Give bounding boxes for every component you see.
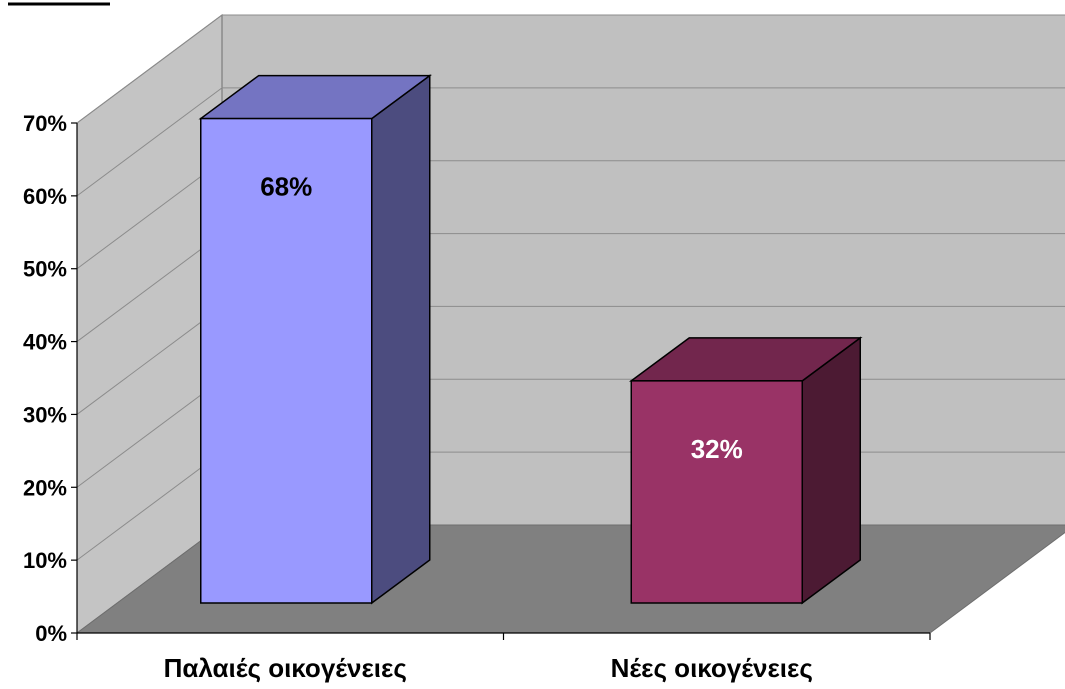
bar-front bbox=[630, 380, 803, 604]
gridline bbox=[76, 87, 1065, 197]
bar-1: 68% bbox=[198, 74, 433, 605]
y-tick-label: 50% bbox=[23, 257, 67, 282]
bar-side bbox=[801, 336, 861, 605]
y-tick-label: 70% bbox=[23, 111, 67, 136]
y-tick-label: 30% bbox=[23, 402, 67, 427]
chart-axes: 0% 10% 20% 30% 40% 50% 60% 70% Παλαιές οικογένει… bbox=[8, 2, 931, 683]
bar-front bbox=[200, 117, 373, 604]
x-tick-label: Παλαιές οικογένειες bbox=[164, 653, 407, 683]
y-tick-label: 60% bbox=[23, 184, 67, 209]
y-tick-label: 0% bbox=[35, 621, 67, 646]
bar-2: 32% bbox=[628, 336, 863, 605]
data-label: 68% bbox=[260, 172, 312, 202]
data-label: 32% bbox=[691, 434, 743, 464]
gridline bbox=[76, 14, 1065, 124]
chart-bars: 68% 32% bbox=[198, 74, 863, 605]
y-tick-label: 40% bbox=[23, 330, 67, 355]
y-tick-label: 20% bbox=[23, 475, 67, 500]
y-tick-label: 10% bbox=[23, 548, 67, 573]
x-tick-label: Νέες οικογένειες bbox=[611, 653, 813, 683]
bar-side bbox=[371, 74, 431, 605]
